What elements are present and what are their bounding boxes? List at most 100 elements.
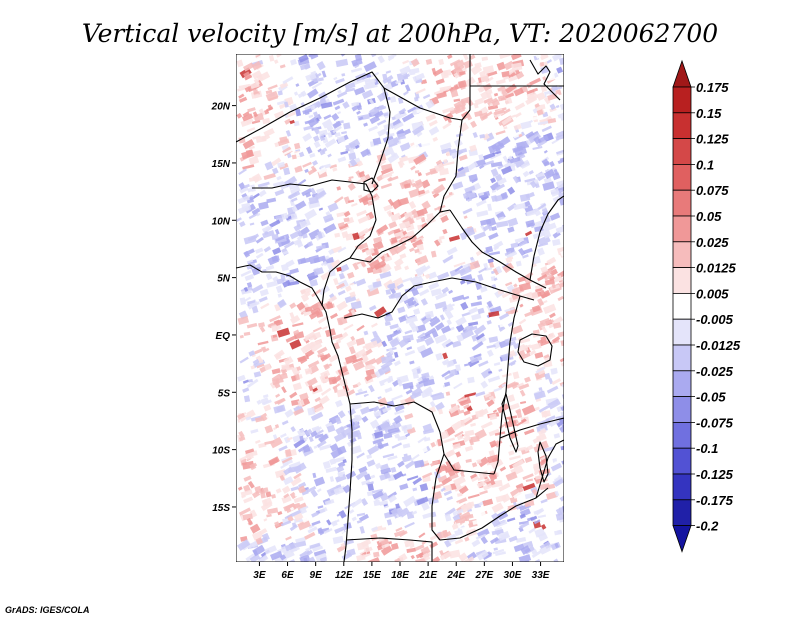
field-patch	[507, 321, 514, 327]
field-patch	[361, 538, 372, 548]
field-patch	[503, 126, 508, 130]
field-patch	[338, 371, 350, 378]
field-patch	[344, 354, 358, 365]
field-patch	[495, 78, 506, 85]
field-patch	[453, 99, 467, 111]
field-patch	[313, 445, 318, 449]
field-patch	[492, 151, 502, 155]
field-patch	[540, 336, 547, 344]
field-patch	[398, 315, 407, 323]
field-patch	[397, 435, 407, 441]
field-patch	[276, 278, 285, 285]
field-patch	[360, 148, 371, 158]
field-patch	[430, 250, 437, 258]
field-patch	[510, 54, 522, 61]
field-patch	[548, 470, 559, 481]
field-patch	[348, 346, 356, 355]
field-patch	[353, 86, 366, 96]
field-patch	[398, 553, 408, 562]
field-patch	[381, 91, 389, 98]
x-tick-label: 9E	[310, 570, 323, 581]
field-patch	[507, 202, 518, 212]
field-patch	[308, 196, 319, 205]
field-patch	[394, 529, 406, 538]
field-patch	[331, 112, 340, 121]
field-patch	[364, 78, 377, 85]
field-patch	[440, 487, 446, 493]
field-patch	[395, 526, 403, 532]
field-patch	[275, 393, 281, 398]
field-patch	[342, 101, 350, 109]
field-patch	[522, 473, 534, 481]
field-patch	[470, 422, 477, 427]
field-patch	[562, 130, 564, 142]
lake-chad	[363, 177, 379, 193]
field-patch	[377, 253, 387, 260]
field-patch	[293, 238, 302, 246]
field-patch	[314, 396, 321, 403]
field-patch	[313, 140, 321, 149]
field-patch	[388, 175, 399, 182]
field-patch	[363, 122, 369, 127]
field-patch	[423, 437, 431, 442]
field-patch	[457, 166, 464, 172]
field-patch	[272, 180, 285, 188]
field-patch	[377, 442, 389, 449]
field-patch	[282, 76, 294, 85]
field-patch	[314, 189, 327, 200]
field-patch	[311, 520, 321, 526]
field-patch	[440, 215, 449, 223]
field-patch	[336, 90, 348, 99]
field-patch	[349, 291, 356, 298]
field-patch	[281, 495, 292, 504]
colorbar-label: -0.1	[696, 441, 718, 456]
field-patch	[525, 139, 532, 146]
field-patch	[239, 297, 246, 305]
field-patch	[495, 142, 505, 151]
field-patch	[311, 289, 322, 298]
field-patch	[308, 114, 314, 119]
field-patch	[311, 81, 323, 90]
field-patch	[266, 106, 274, 112]
field-patch	[297, 399, 305, 407]
field-patch	[413, 459, 425, 469]
field-patch	[293, 438, 306, 449]
field-patch	[351, 516, 357, 522]
field-patch	[508, 359, 517, 366]
field-patch	[271, 255, 280, 263]
field-patch	[447, 468, 456, 478]
field-patch	[262, 394, 269, 399]
field-patch	[357, 194, 363, 199]
field-patch	[239, 436, 246, 442]
field-patch	[462, 54, 469, 61]
field-patch	[554, 316, 564, 325]
field-patch	[247, 235, 258, 242]
field-patch	[384, 387, 393, 393]
field-patch	[360, 497, 369, 506]
field-patch	[411, 287, 420, 297]
field-patch	[242, 379, 250, 384]
field-patch	[335, 416, 342, 425]
field-patch	[416, 344, 427, 354]
field-patch	[377, 396, 382, 400]
field-patch	[276, 93, 287, 101]
field-patch	[361, 89, 374, 100]
field-patch	[532, 329, 540, 335]
field-patch	[356, 110, 361, 115]
field-patch	[390, 542, 399, 551]
field-patch	[391, 237, 398, 243]
field-patch	[468, 306, 479, 315]
field-patch	[336, 211, 349, 218]
field-patch	[377, 364, 391, 376]
field-patch	[534, 125, 547, 131]
field-patch	[409, 274, 421, 283]
field-patch	[304, 306, 313, 313]
field-patch	[414, 170, 420, 174]
field-patch	[283, 356, 294, 366]
field-patch	[363, 82, 376, 90]
field-patch	[380, 163, 393, 171]
field-patch	[379, 271, 392, 279]
field-patch	[264, 424, 274, 434]
field-patch	[482, 482, 493, 491]
field-patch	[529, 77, 542, 86]
